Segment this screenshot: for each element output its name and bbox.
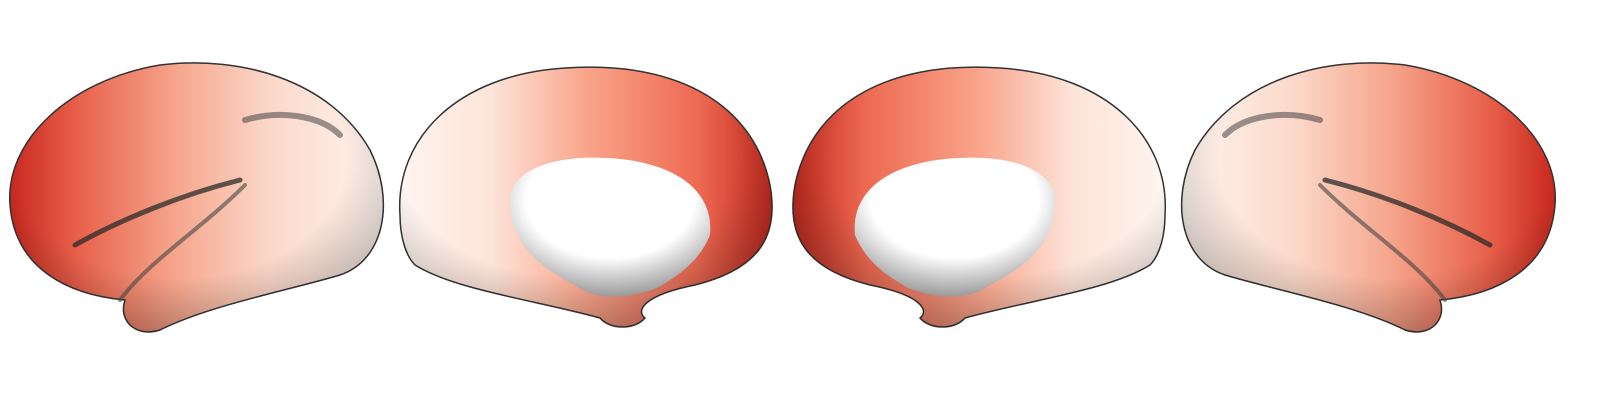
left-lateral-brain [10,63,384,332]
right-medial-brain [792,66,1167,328]
left-medial-brain [398,66,773,328]
right-lateral-brain [1182,63,1556,332]
